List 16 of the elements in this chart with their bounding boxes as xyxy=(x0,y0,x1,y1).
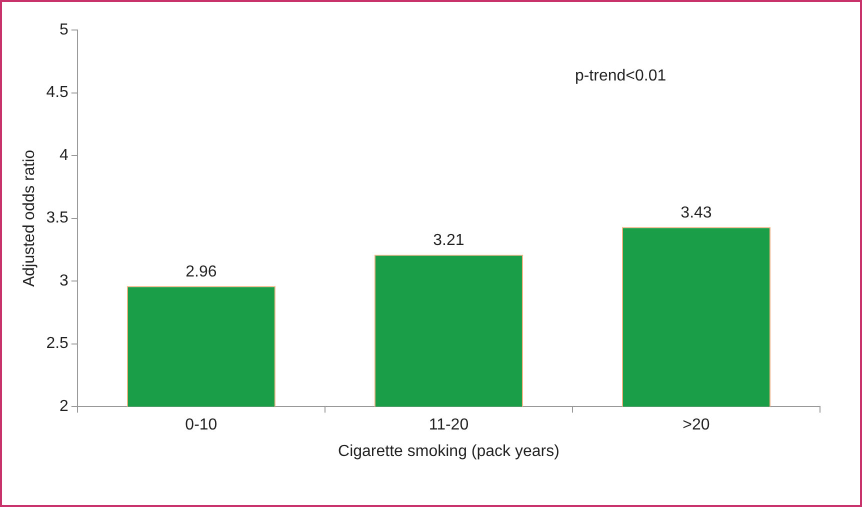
y-axis-title: Adjusted odds ratio xyxy=(21,150,38,287)
x-tick-label: 11-20 xyxy=(428,416,469,434)
x-axis-title: Cigarette smoking (pack years) xyxy=(338,442,560,460)
x-tick-label: >20 xyxy=(682,416,710,434)
y-tick-label: 3.5 xyxy=(46,210,69,227)
x-tick-label: 0-10 xyxy=(185,416,218,434)
data-label: 3.43 xyxy=(680,204,712,222)
y-tick-label: 5 xyxy=(60,21,69,38)
annotation: p-trend<0.01 xyxy=(574,67,666,84)
y-tick-label: 2 xyxy=(60,398,69,416)
data-label: 2.96 xyxy=(186,263,217,280)
y-tick-label: 4 xyxy=(60,146,69,164)
y-tick-label: 4.5 xyxy=(46,84,69,102)
data-label: 3.21 xyxy=(433,232,464,250)
y-tick-label: 2.5 xyxy=(46,335,69,352)
y-tick-label: 3 xyxy=(60,272,69,290)
